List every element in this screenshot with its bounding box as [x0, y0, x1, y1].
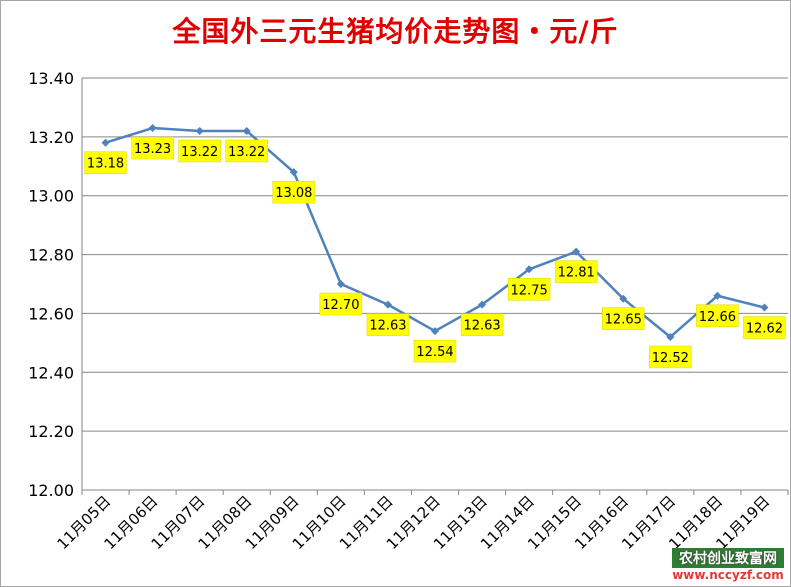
data-point [713, 291, 722, 300]
y-tick-label: 12.60 [28, 304, 74, 323]
data-label: 12.65 [605, 313, 642, 328]
data-label: 12.70 [322, 298, 359, 313]
watermark: 农村创业致富网 www.nccyzf.com [672, 548, 784, 582]
data-label: 13.08 [275, 186, 312, 201]
data-label: 13.22 [181, 145, 218, 160]
data-label-box [602, 307, 645, 330]
data-label-box [413, 339, 457, 363]
data-point [289, 168, 298, 177]
y-tick-label: 13.40 [28, 69, 74, 88]
data-point [431, 327, 439, 336]
data-label: 12.54 [416, 345, 453, 360]
data-point [195, 126, 204, 135]
data-point [619, 294, 628, 303]
data-label-box [507, 278, 551, 301]
data-point [148, 124, 157, 133]
data-label-box [366, 313, 410, 336]
data-label-box [460, 313, 504, 336]
data-label-box [696, 304, 739, 328]
data-point [336, 280, 345, 288]
watermark-url: www.nccyzf.com [672, 568, 784, 582]
y-tick-label: 12.40 [28, 363, 74, 382]
y-tick-label: 12.00 [28, 481, 74, 500]
data-label: 13.22 [228, 145, 265, 160]
data-point [101, 138, 110, 147]
data-label: 12.81 [558, 266, 595, 281]
watermark-name: 农村创业致富网 [672, 548, 784, 568]
data-label-box [84, 151, 127, 174]
data-point [242, 126, 251, 135]
data-label-box [649, 345, 692, 369]
data-label: 12.52 [652, 351, 689, 366]
data-label: 12.63 [369, 319, 406, 334]
data-label: 13.23 [134, 142, 171, 157]
data-point [478, 300, 487, 309]
chart-title: 全国外三元生猪均价走势图・元/斤 [172, 15, 619, 48]
data-label: 13.18 [87, 157, 124, 172]
data-label-box [319, 292, 363, 316]
data-point [760, 303, 769, 312]
data-point [572, 247, 581, 256]
data-label: 12.75 [511, 283, 548, 298]
data-point [383, 300, 392, 309]
data-point [525, 265, 534, 274]
data-label-box [225, 139, 268, 163]
y-tick-label: 12.80 [28, 246, 74, 265]
data-label-box [131, 136, 174, 160]
data-label-box [554, 260, 598, 283]
data-label: 12.63 [463, 319, 500, 334]
data-label-box [178, 139, 221, 163]
data-point [666, 332, 675, 341]
data-label-box [272, 180, 316, 204]
data-label-box [743, 316, 786, 339]
data-label: 12.66 [699, 310, 736, 325]
y-tick-label: 13.00 [28, 187, 74, 206]
y-tick-label: 12.20 [28, 422, 74, 441]
y-tick-label: 13.20 [28, 128, 74, 147]
data-label: 12.62 [746, 322, 783, 337]
